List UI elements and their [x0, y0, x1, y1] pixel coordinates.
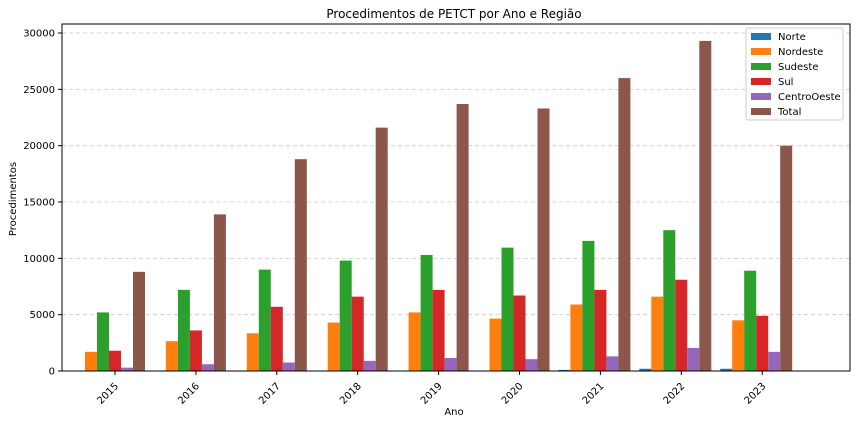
bar-nordeste	[651, 296, 664, 371]
y-tick-label: 25000	[23, 85, 55, 96]
x-tick-label: 2021	[581, 381, 607, 407]
bar-total	[375, 127, 388, 371]
bar-centrooeste	[444, 358, 457, 371]
bar-total	[133, 271, 145, 371]
bar-centrooeste	[606, 356, 619, 371]
x-tick-label: 2019	[419, 381, 445, 407]
bar-centrooeste	[768, 351, 781, 371]
bar-nordeste	[489, 318, 502, 371]
y-tick-label: 10000	[23, 254, 55, 265]
bar-total	[618, 78, 631, 372]
bar-nordeste	[165, 341, 178, 371]
bar-norte	[558, 369, 571, 371]
bar-centrooeste	[201, 364, 214, 371]
bar-sul	[351, 296, 364, 371]
legend-swatch-sudeste	[751, 63, 771, 70]
bar-sudeste	[582, 240, 595, 371]
x-tick-label: 2020	[500, 381, 526, 407]
bar-sudeste	[339, 260, 352, 371]
plot-frame	[61, 23, 851, 372]
bar-sul	[270, 306, 283, 371]
bar-centrooeste	[363, 360, 376, 371]
bar-nordeste	[246, 333, 259, 371]
bar-sul	[109, 350, 121, 371]
x-axis: 2015 2016 2017 2018 2019 2020 2021 2022 2023	[95, 371, 768, 407]
legend-label-nordeste: Nordeste	[778, 47, 823, 58]
x-tick-label: 2018	[338, 381, 364, 407]
bar-nordeste	[732, 320, 745, 371]
y-axis-label: Procedimentos	[8, 162, 19, 236]
bars	[85, 40, 793, 372]
y-tick-label: 20000	[23, 141, 55, 152]
bar-nordeste	[85, 351, 97, 371]
legend-swatch-sul	[751, 78, 771, 85]
bar-sudeste	[744, 270, 757, 371]
legend-swatch-nordeste	[751, 48, 771, 55]
legend-swatch-norte	[751, 33, 771, 40]
legend-label-centrooeste: CentroOeste	[778, 92, 841, 103]
bar-centrooeste	[525, 359, 538, 371]
bar-nordeste	[327, 322, 340, 371]
bar-sudeste	[97, 312, 109, 371]
y-tick-label: 0	[49, 367, 55, 378]
y-tick-label: 5000	[30, 310, 55, 321]
bar-total	[456, 103, 469, 371]
bar-centrooeste	[687, 347, 700, 371]
bar-sudeste	[258, 269, 271, 371]
bar-total	[780, 145, 793, 371]
bar-sudeste	[177, 289, 190, 371]
x-axis-label: Ano	[444, 407, 463, 418]
legend-label-norte: Norte	[778, 32, 806, 43]
legend-swatch-total	[751, 108, 771, 115]
bar-sul	[189, 330, 202, 371]
x-tick-label: 2017	[257, 381, 283, 407]
legend-label-sudeste: Sudeste	[778, 62, 818, 73]
bar-sul	[432, 289, 445, 371]
bar-sudeste	[663, 230, 676, 371]
bar-norte	[639, 368, 652, 371]
bar-sudeste	[420, 254, 433, 371]
bar-total	[294, 159, 307, 371]
bar-total	[537, 108, 550, 371]
bar-centrooeste	[282, 362, 295, 371]
bar-sul	[513, 295, 526, 371]
bar-total	[213, 214, 226, 371]
bar-sul	[594, 289, 607, 371]
bar-sul	[756, 315, 769, 371]
legend: Norte Nordeste Sudeste Sul CentroOeste Total	[745, 27, 844, 121]
x-tick-label: 2015	[95, 381, 121, 407]
y-tick-label: 15000	[23, 198, 55, 209]
bar-centrooeste	[121, 367, 133, 371]
bar-sudeste	[501, 247, 514, 371]
legend-swatch-centrooeste	[751, 93, 771, 100]
bar-nordeste	[570, 304, 583, 371]
x-tick-label: 2016	[176, 381, 202, 407]
chart-title: Procedimentos de PETCT por Ano e Região	[326, 7, 581, 21]
bar-norte	[720, 368, 733, 371]
y-axis: 0 5000 10000 15000 20000 25000 30000	[23, 29, 62, 378]
bar-sul	[675, 279, 688, 371]
legend-label-sul: Sul	[778, 77, 793, 88]
legend-label-total: Total	[777, 107, 801, 118]
x-tick-label: 2023	[743, 381, 769, 407]
y-tick-label: 30000	[23, 29, 55, 40]
bar-total	[699, 40, 712, 371]
bar-nordeste	[408, 312, 421, 371]
x-tick-label: 2022	[662, 381, 688, 407]
